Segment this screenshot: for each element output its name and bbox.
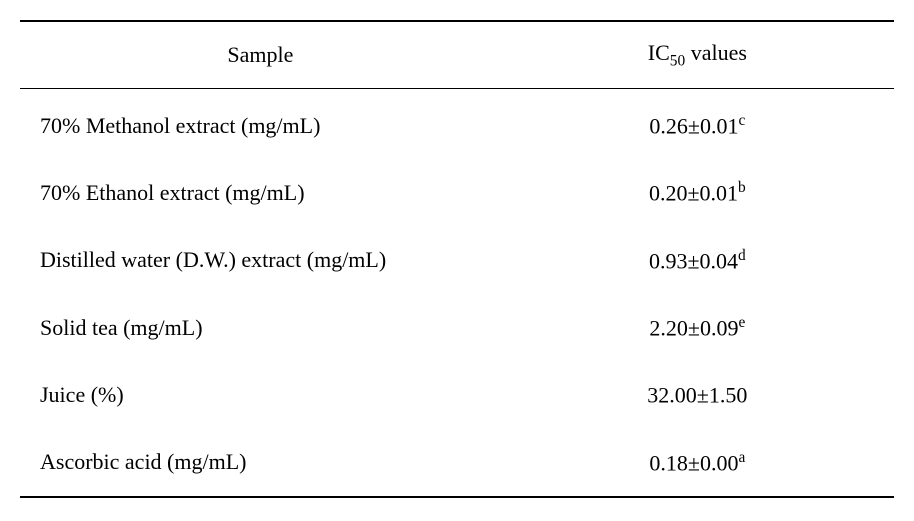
value-superscript: b <box>738 179 746 196</box>
table-row: 70% Ethanol extract (mg/mL) 0.20±0.01b <box>20 159 894 226</box>
table-row: 70% Methanol extract (mg/mL) 0.26±0.01c <box>20 92 894 159</box>
table-row: Juice (%) 32.00±1.50 <box>20 361 894 428</box>
sample-name: Juice (%) <box>20 361 501 428</box>
header-ic50-prefix: IC <box>648 40 670 65</box>
sample-value: 0.26±0.01c <box>501 92 894 159</box>
header-ic50-suffix: values <box>685 40 747 65</box>
sample-name: Solid tea (mg/mL) <box>20 294 501 361</box>
sample-name: 70% Methanol extract (mg/mL) <box>20 92 501 159</box>
value-text: 0.26±0.01 <box>649 113 738 138</box>
sample-name: Ascorbic acid (mg/mL) <box>20 429 501 497</box>
sample-name: 70% Ethanol extract (mg/mL) <box>20 159 501 226</box>
sample-name: Distilled water (D.W.) extract (mg/mL) <box>20 227 501 294</box>
value-superscript: c <box>738 112 745 129</box>
value-text: 0.18±0.00 <box>649 450 738 475</box>
value-text: 0.93±0.04 <box>649 248 738 273</box>
value-text: 32.00±1.50 <box>647 383 747 408</box>
table-row: Distilled water (D.W.) extract (mg/mL) 0… <box>20 227 894 294</box>
sample-value: 0.20±0.01b <box>501 159 894 226</box>
sample-value: 0.18±0.00a <box>501 429 894 497</box>
sample-value: 2.20±0.09e <box>501 294 894 361</box>
sample-value: 32.00±1.50 <box>501 361 894 428</box>
sample-value: 0.93±0.04d <box>501 227 894 294</box>
header-ic50-sub: 50 <box>670 52 685 69</box>
table-header-row: Sample IC50 values <box>20 21 894 89</box>
table-body: 70% Methanol extract (mg/mL) 0.26±0.01c … <box>20 92 894 497</box>
ic50-table-container: Sample IC50 values 70% Methanol extract … <box>20 20 894 498</box>
value-superscript: d <box>738 247 746 264</box>
header-sample: Sample <box>20 21 501 89</box>
header-ic50: IC50 values <box>501 21 894 89</box>
ic50-data-table: Sample IC50 values 70% Methanol extract … <box>20 20 894 498</box>
table-row: Ascorbic acid (mg/mL) 0.18±0.00a <box>20 429 894 497</box>
value-text: 0.20±0.01 <box>649 181 738 206</box>
value-superscript: a <box>738 449 745 466</box>
value-superscript: e <box>738 314 745 331</box>
table-row: Solid tea (mg/mL) 2.20±0.09e <box>20 294 894 361</box>
value-text: 2.20±0.09 <box>649 315 738 340</box>
